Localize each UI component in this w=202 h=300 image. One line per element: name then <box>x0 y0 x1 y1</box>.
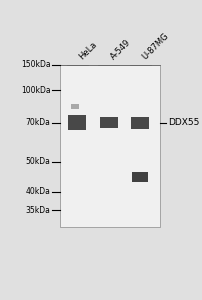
Text: U-87MG: U-87MG <box>140 31 169 62</box>
Text: DDX55: DDX55 <box>167 118 198 127</box>
Text: 35kDa: 35kDa <box>25 206 50 215</box>
Text: 150kDa: 150kDa <box>21 60 50 69</box>
Text: 50kDa: 50kDa <box>25 158 50 166</box>
Bar <box>130 117 148 129</box>
Text: 70kDa: 70kDa <box>25 118 50 127</box>
Bar <box>99 117 117 128</box>
Text: 40kDa: 40kDa <box>25 188 50 196</box>
Bar <box>60 65 159 226</box>
Text: HeLa: HeLa <box>77 40 98 62</box>
Bar <box>70 104 79 109</box>
Text: A-549: A-549 <box>108 38 132 61</box>
Bar <box>68 116 86 130</box>
Text: 100kDa: 100kDa <box>21 86 50 95</box>
Bar <box>131 172 148 182</box>
